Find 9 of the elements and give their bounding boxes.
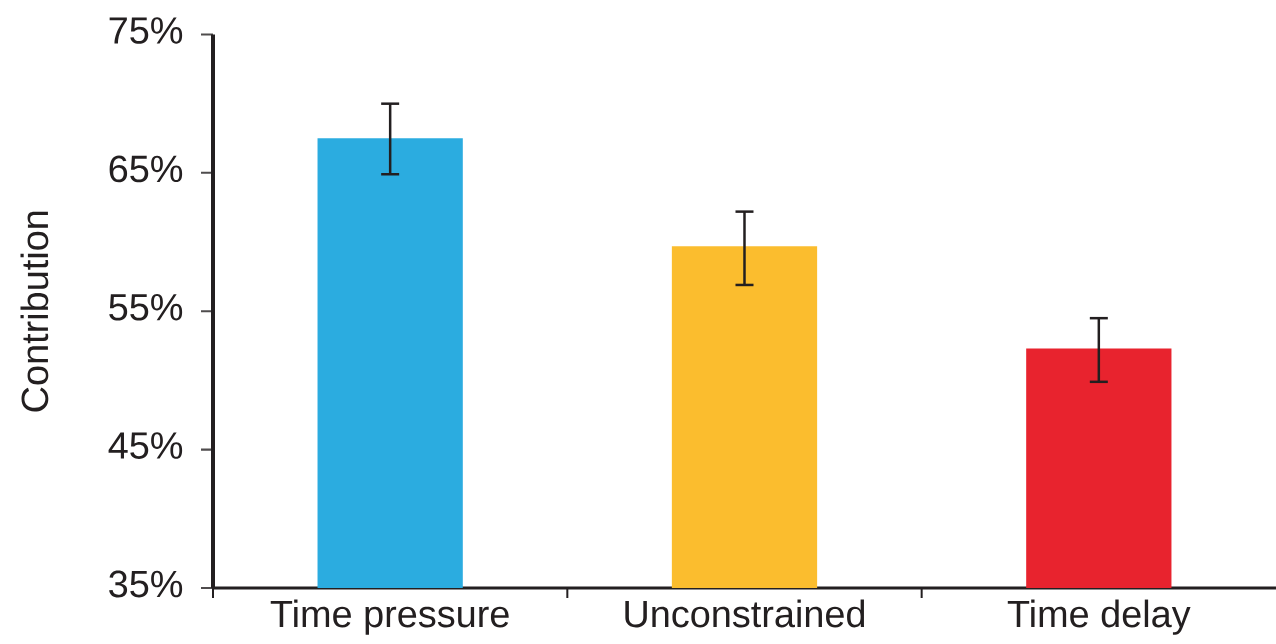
x-tick-label: Time delay <box>1007 599 1191 635</box>
y-tick-label: 75% <box>109 17 183 44</box>
y-tick-label: 55% <box>109 293 183 321</box>
y-tick-label: 35% <box>109 570 183 598</box>
y-tick-label: 65% <box>109 155 183 183</box>
y-axis-title: Contribution <box>20 211 49 412</box>
y-tick-label: 45% <box>108 432 183 459</box>
x-tick-label: Unconstrained <box>625 599 865 628</box>
x-tick-label: Time pressure <box>270 599 509 635</box>
